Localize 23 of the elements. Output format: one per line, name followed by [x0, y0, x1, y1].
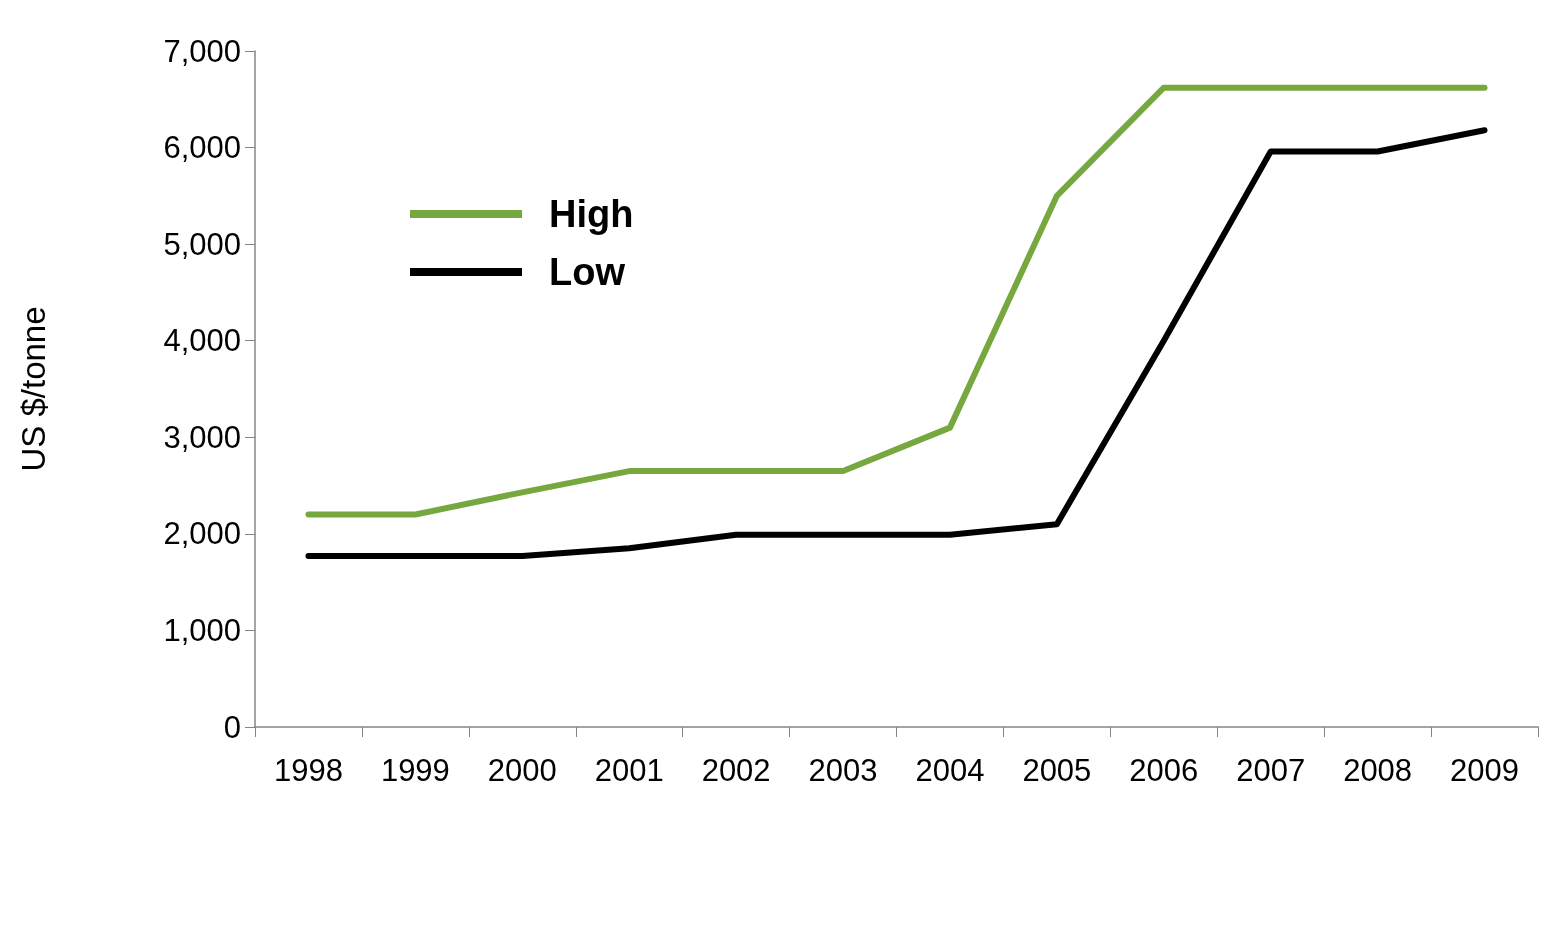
x-tick-label: 2008	[1343, 753, 1413, 788]
legend-label: High	[549, 193, 634, 235]
y-tick-label: 3,000	[163, 419, 241, 455]
y-axis-title: US $/tonne	[15, 306, 52, 472]
y-tick-label: 1,000	[163, 612, 241, 648]
x-tick-label: 2005	[1022, 753, 1092, 788]
y-tick-label: 6,000	[163, 130, 241, 166]
x-tick-label: 2006	[1129, 753, 1199, 788]
x-tick-label: 2007	[1236, 753, 1306, 788]
x-tick-label: 1998	[273, 753, 343, 788]
x-tick-label: 1999	[380, 753, 450, 788]
x-tick-label: 2001	[594, 753, 664, 788]
x-tick-label: 2009	[1450, 753, 1520, 788]
x-tick-label: 2003	[808, 753, 878, 788]
y-tick-label: 5,000	[163, 226, 241, 262]
x-tick-label: 2000	[487, 753, 557, 788]
y-tick-label: 7,000	[163, 33, 241, 69]
legend-label: Low	[549, 251, 626, 293]
y-tick-label: 2,000	[163, 516, 241, 552]
y-tick-label: 0	[223, 709, 241, 745]
x-tick-label: 2002	[701, 753, 771, 788]
y-tick-label: 4,000	[163, 323, 241, 359]
x-tick-label: 2004	[915, 753, 985, 788]
